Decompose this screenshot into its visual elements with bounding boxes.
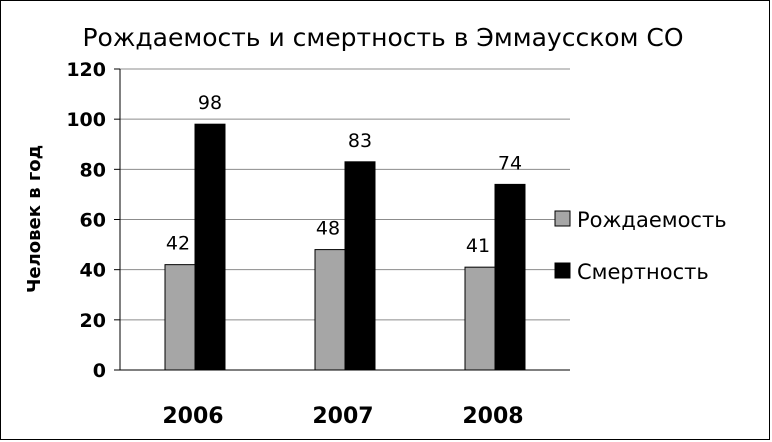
x-tick-label: 2007 [312, 404, 373, 429]
data-label: 74 [498, 152, 522, 174]
bar-death-2006 [194, 123, 226, 371]
legend-label-birth: Рождаемость [577, 208, 727, 232]
bar-birth-2007 [314, 249, 346, 371]
chart-title: Рождаемость и смертность в Эммаусском СО [82, 23, 683, 52]
y-tick-label: 120 [66, 59, 106, 81]
y-axis-label: Человек в год [24, 145, 45, 293]
bar-birth-2008 [464, 266, 496, 371]
data-labels: 42 98 48 83 41 74 [166, 92, 522, 257]
y-tick-label: 60 [80, 210, 106, 232]
data-label: 42 [166, 233, 190, 255]
legend-swatch-birth [554, 210, 571, 227]
data-label: 48 [316, 218, 340, 240]
y-tick-label: 100 [66, 109, 106, 131]
data-label: 98 [198, 92, 222, 114]
legend: Рождаемость Смертность [554, 208, 727, 284]
y-tick-label: 80 [80, 159, 106, 181]
x-tick-label: 2008 [462, 404, 523, 429]
bar-death-2008 [494, 183, 526, 371]
legend-swatch-death [554, 262, 571, 279]
y-tick-label: 40 [80, 260, 106, 282]
x-tick-label: 2006 [162, 404, 223, 429]
legend-label-death: Смертность [577, 260, 709, 284]
bar-birth-2006 [164, 264, 196, 371]
y-tick-label: 0 [93, 360, 106, 382]
data-label: 41 [466, 235, 490, 257]
axes: 0 20 40 60 80 100 120 2006 2007 2008 [66, 59, 570, 429]
bar-death-2007 [344, 161, 376, 371]
bars [164, 123, 526, 371]
data-label: 83 [348, 130, 372, 152]
y-tick-label: 20 [80, 310, 106, 332]
